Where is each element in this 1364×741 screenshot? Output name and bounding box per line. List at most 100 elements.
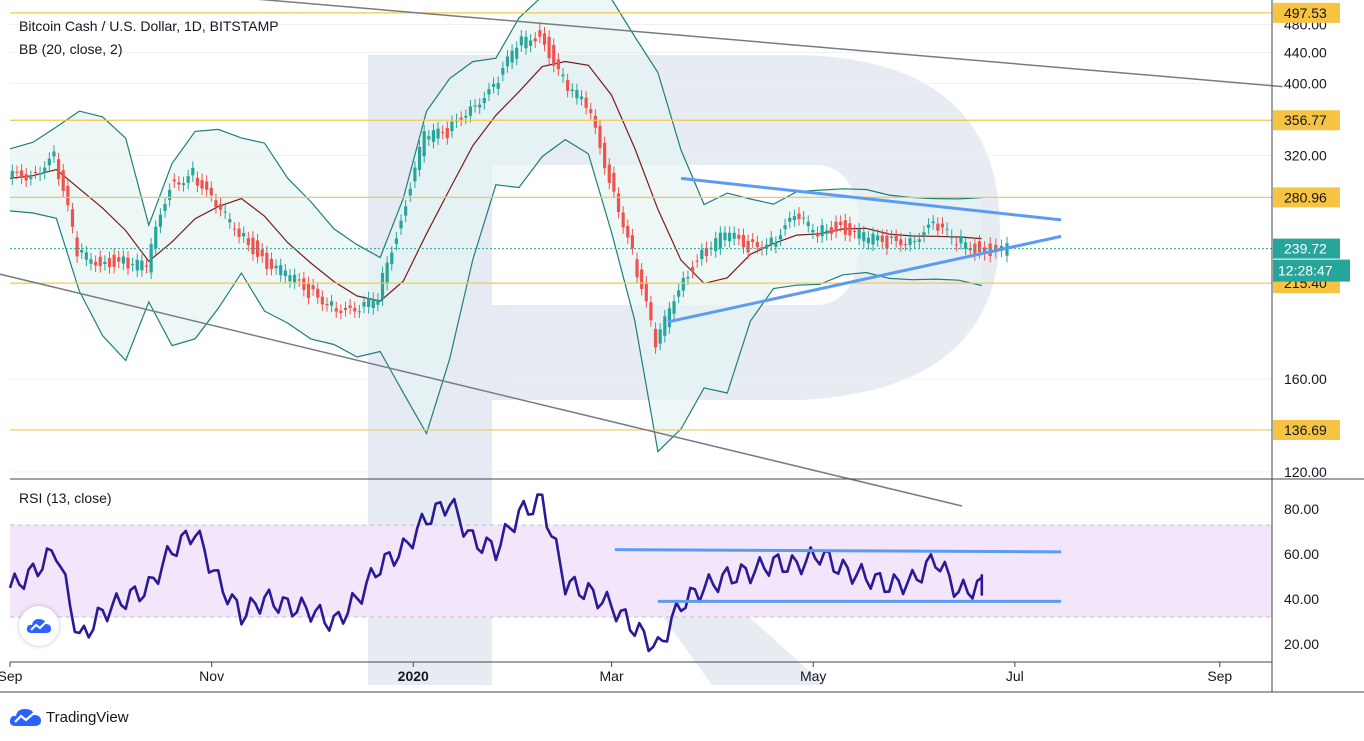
- candle-body: [385, 262, 389, 284]
- candle-body: [52, 151, 56, 157]
- candle-body: [297, 279, 301, 281]
- candle-body: [723, 232, 727, 241]
- candle-body: [871, 233, 875, 245]
- candle-body: [292, 274, 297, 283]
- candle-body: [940, 223, 945, 228]
- candle-body: [255, 240, 260, 257]
- candle-body: [899, 239, 903, 246]
- candle-body: [343, 307, 348, 310]
- candle-body: [566, 80, 570, 91]
- candle-body: [755, 242, 759, 248]
- bollinger-upper: [9, 0, 982, 259]
- candle-body: [154, 226, 158, 249]
- candle-body: [325, 303, 329, 306]
- candle-body: [140, 260, 144, 271]
- candle-body: [181, 183, 186, 186]
- candle-body: [218, 204, 223, 210]
- candle-body: [542, 33, 547, 45]
- candle-body: [15, 171, 19, 173]
- candle-body: [279, 265, 283, 276]
- candle-body: [959, 235, 963, 244]
- candle-body: [700, 249, 704, 260]
- candle-body: [260, 249, 264, 257]
- tradingview-cloud-icon: [9, 709, 41, 726]
- candle-body: [852, 230, 857, 232]
- candle-body: [135, 259, 139, 271]
- candle-body: [885, 235, 889, 249]
- tradingview-brand[interactable]: TradingView: [8, 706, 129, 728]
- candle-body: [205, 181, 209, 190]
- candle-body: [913, 241, 917, 243]
- candle-body: [29, 177, 33, 179]
- candle-body: [922, 232, 926, 236]
- candle-body: [529, 40, 533, 46]
- candle-body: [811, 229, 815, 233]
- candle-body: [80, 249, 84, 253]
- candle-body: [552, 44, 556, 66]
- time-tick-label: 2020: [398, 668, 429, 684]
- candle-body: [431, 130, 436, 142]
- time-axis[interactable]: Sep Nov 2020 Mar May Jul Sep: [0, 662, 1232, 684]
- rsi-resistance-line: [614, 548, 1062, 554]
- candle-body: [394, 238, 399, 244]
- candle-body: [621, 212, 625, 228]
- candle-body: [408, 188, 412, 196]
- price-axis[interactable]: 480.00440.00400.00320.00160.00120.00497.…: [1273, 2, 1350, 480]
- candle-body: [839, 221, 843, 226]
- candle-body: [579, 96, 584, 100]
- candle-body: [954, 244, 958, 246]
- candle-body: [43, 167, 47, 173]
- candle-body: [24, 174, 28, 181]
- candle-body: [727, 232, 732, 242]
- candle-body: [802, 217, 806, 219]
- candle-body: [223, 211, 227, 213]
- candle-body: [131, 264, 135, 266]
- candle-body: [246, 238, 250, 245]
- candle-body: [459, 117, 463, 120]
- price-tick-label: 160.00: [1284, 371, 1327, 387]
- triangle-lower-line: [667, 234, 1062, 324]
- candle-body: [353, 307, 357, 312]
- candle-body: [607, 164, 611, 183]
- candle-body: [19, 170, 24, 178]
- rsi-tick-label: 20.00: [1284, 636, 1319, 652]
- candle-body: [149, 244, 153, 273]
- candle-body: [774, 242, 778, 247]
- candle-body: [376, 299, 380, 305]
- rsi-axis[interactable]: 80.00 60.00 40.00 20.00: [1284, 501, 1319, 652]
- candle-body: [47, 158, 51, 166]
- candle-body: [593, 115, 597, 128]
- level-badge-label: 280.96: [1284, 189, 1327, 205]
- candle-body: [945, 228, 949, 230]
- candle-body: [195, 177, 200, 186]
- candle-body: [61, 170, 65, 191]
- candle-body: [862, 232, 866, 242]
- rsi-tick-label: 40.00: [1284, 591, 1319, 607]
- candle-body: [399, 220, 403, 229]
- candle-body: [612, 172, 616, 192]
- tradingview-badge-icon[interactable]: [19, 606, 59, 646]
- candle-body: [765, 244, 769, 249]
- candle-body: [117, 257, 121, 262]
- candle-body: [903, 244, 908, 246]
- candle-body: [306, 283, 311, 298]
- candle-body: [380, 273, 385, 300]
- candle-body: [584, 97, 588, 108]
- candle-body: [468, 106, 473, 116]
- candle-body: [760, 247, 764, 249]
- candle-body: [269, 258, 274, 269]
- candle-body: [769, 237, 773, 245]
- price-tick-label: 400.00: [1284, 75, 1327, 91]
- candle-body: [519, 36, 523, 46]
- candle-body: [788, 217, 792, 222]
- candle-body: [357, 311, 361, 313]
- time-tick-label: May: [800, 668, 826, 684]
- candle-body: [283, 270, 287, 277]
- level-badge: [1273, 110, 1340, 131]
- candle-body: [367, 298, 371, 307]
- candle-body: [172, 179, 176, 182]
- candle-body: [547, 36, 551, 59]
- candle-body: [751, 239, 755, 242]
- candle-body: [718, 232, 722, 249]
